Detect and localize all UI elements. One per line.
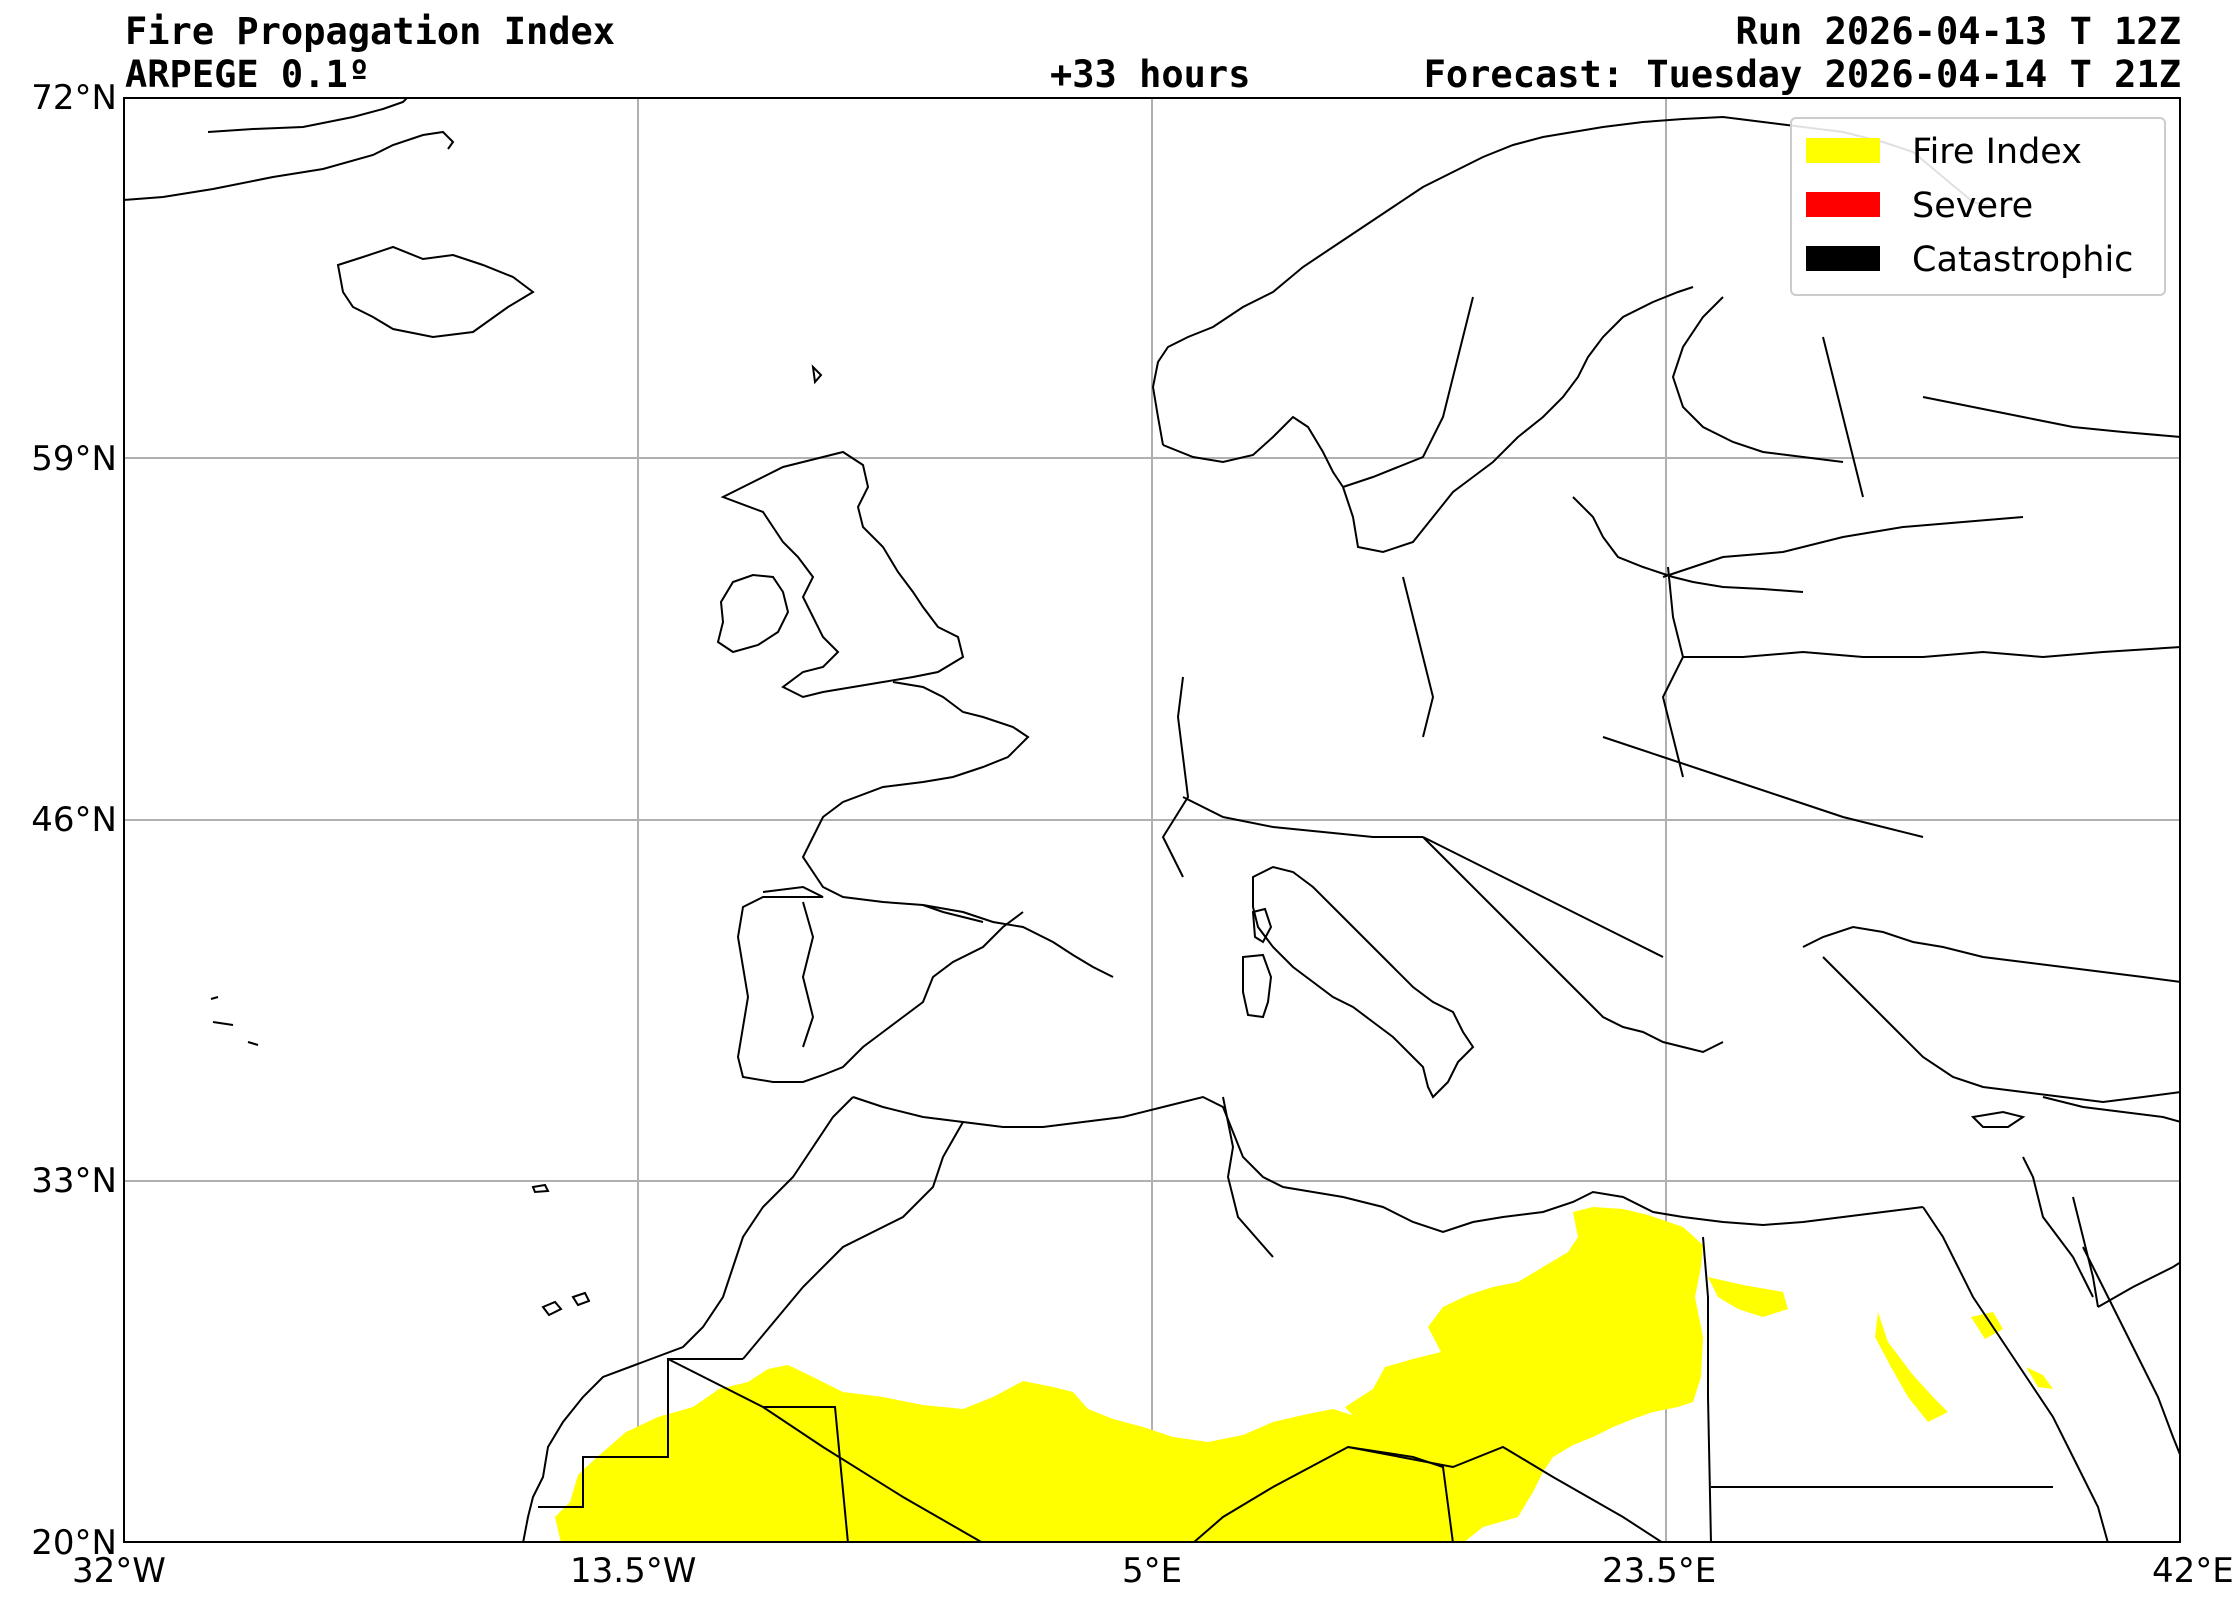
legend-label-fire-index: Fire Index bbox=[1912, 132, 2082, 172]
border-egypt-libya bbox=[1702, 1236, 1712, 1543]
lead-time-label: +33 hours bbox=[1050, 53, 1251, 96]
lat-tick-label: 20°N bbox=[31, 1523, 117, 1563]
border-libya-chad bbox=[1347, 1445, 1664, 1543]
border-spain-portugal bbox=[801, 901, 815, 1048]
legend-swatch-catastrophic bbox=[1806, 246, 1880, 271]
map-title: Fire Propagation Index bbox=[125, 10, 616, 53]
model-label: ARPEGE 0.1º bbox=[125, 53, 371, 96]
coastline-atlantic-morocco bbox=[522, 1096, 854, 1543]
border-france-germany bbox=[1161, 676, 1190, 878]
coastline-turkey bbox=[1822, 956, 2181, 1104]
border-finland-russia bbox=[1822, 336, 1864, 498]
coastline-balkans bbox=[1422, 836, 1724, 1054]
coastline-cyprus bbox=[1970, 1110, 2026, 1128]
coastline-greenland bbox=[123, 130, 455, 201]
forecast-label: Forecast: Tuesday 2026-04-14 T 21Z bbox=[1423, 53, 2181, 96]
coastline-iceland bbox=[336, 245, 535, 339]
fire-area-egypt-east bbox=[1708, 1277, 1788, 1317]
gridlines bbox=[123, 97, 2181, 1543]
coastline-italy bbox=[1252, 865, 1475, 1099]
coastline-finland bbox=[1671, 296, 1844, 463]
coastline-baltic bbox=[1572, 496, 1804, 593]
coastline-red-sea-west bbox=[1922, 1206, 2109, 1543]
border-saudi bbox=[2097, 1261, 2181, 1308]
lat-tick-label: 46°N bbox=[31, 800, 117, 840]
lon-tick-label: 13.5°W bbox=[570, 1551, 697, 1591]
coastline-black-sea bbox=[1802, 925, 2181, 983]
run-label: Run 2026-04-13 T 12Z bbox=[1735, 10, 2181, 53]
lat-tick-label: 59°N bbox=[31, 439, 117, 479]
border-morocco-algeria bbox=[742, 1121, 964, 1360]
coastline-corsica bbox=[1251, 907, 1273, 944]
coastline-madeira bbox=[531, 1183, 550, 1194]
lon-tick-label: 5°E bbox=[1122, 1551, 1183, 1591]
coastline-levant bbox=[2022, 1156, 2094, 1298]
border-israel-jordan bbox=[2072, 1196, 2099, 1308]
coastline-iberia-west bbox=[736, 885, 1024, 1083]
coastline-ireland bbox=[716, 573, 790, 654]
fire-area-saudi bbox=[2026, 1367, 2053, 1389]
fire-index-areas bbox=[555, 1207, 2053, 1543]
lon-tick-label: 23.5°E bbox=[1602, 1551, 1717, 1591]
border-baltic-states bbox=[1662, 516, 2024, 578]
lat-tick-label: 72°N bbox=[31, 78, 117, 118]
border-poland-east bbox=[1661, 566, 1685, 778]
coastline-uk bbox=[720, 450, 965, 699]
coastline-greenland-east bbox=[207, 97, 409, 133]
coastline-faroes bbox=[811, 364, 823, 385]
map-border bbox=[123, 97, 2181, 1543]
border-mauritania-algeria bbox=[763, 1406, 849, 1543]
fire-area-sahara-west bbox=[555, 1365, 1433, 1543]
border-ukraine-south bbox=[1602, 736, 1924, 838]
border-belarus-ukraine bbox=[1683, 646, 2181, 659]
legend-label-severe: Severe bbox=[1912, 186, 2034, 226]
coastline-sweden bbox=[1342, 286, 1694, 554]
lon-tick-label: 32°W bbox=[72, 1551, 166, 1591]
border-norway-sweden bbox=[1342, 296, 1474, 488]
border-algeria-tunisia bbox=[1222, 1096, 1274, 1258]
map-canvas bbox=[123, 97, 2181, 1543]
legend-label-catastrophic: Catastrophic bbox=[1912, 240, 2134, 280]
fire-area-red-sea bbox=[1971, 1312, 2003, 1339]
fire-area-libya-egypt bbox=[1345, 1207, 1703, 1543]
lon-tick-label: 42°E bbox=[2152, 1551, 2233, 1591]
border-sahara-west bbox=[538, 1358, 743, 1508]
lat-tick-label: 33°N bbox=[31, 1161, 117, 1201]
border-germany-poland bbox=[1402, 576, 1435, 738]
border-alps bbox=[1182, 796, 1423, 838]
coastlines bbox=[123, 97, 2181, 1543]
coastline-norway-south bbox=[1162, 415, 1344, 488]
border-balkans bbox=[1422, 836, 1664, 958]
border-algeria-mali bbox=[667, 1358, 984, 1543]
fire-area-nile bbox=[1875, 1312, 1948, 1422]
legend-swatch-severe bbox=[1806, 192, 1880, 217]
legend: Fire Index Severe Catastrophic bbox=[1790, 117, 2166, 296]
border-russia-west bbox=[1922, 396, 2181, 438]
coastline-red-sea-east bbox=[2082, 1246, 2181, 1458]
coastline-north-africa bbox=[852, 1095, 1924, 1234]
legend-swatch-fire-index bbox=[1806, 138, 1880, 163]
coastline-france-iberia bbox=[801, 681, 1114, 978]
coastline-sardinia bbox=[1242, 953, 1273, 1019]
coastline-azores bbox=[210, 996, 259, 1046]
country-borders bbox=[538, 296, 2181, 1543]
coastline-canaries bbox=[541, 1291, 591, 1317]
border-turkey-syria bbox=[2042, 1096, 2181, 1123]
border-france-spain bbox=[922, 904, 984, 923]
